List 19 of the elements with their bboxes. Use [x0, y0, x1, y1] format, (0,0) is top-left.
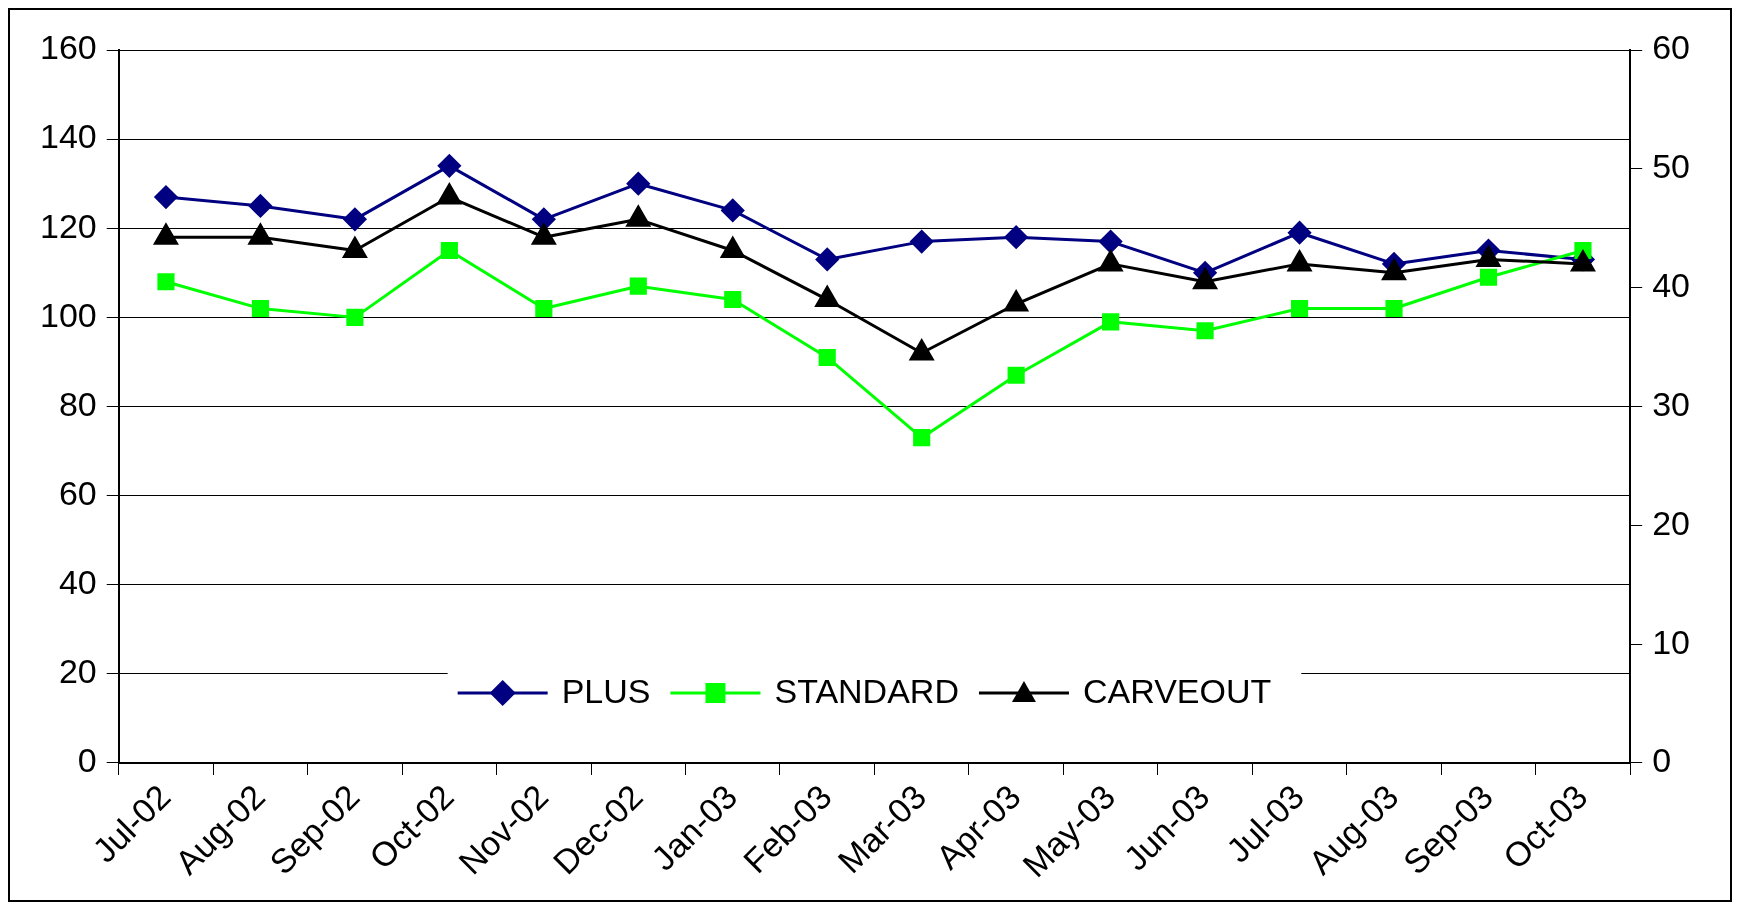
y2-tick-label: 40 — [1652, 266, 1691, 305]
y-tick-label: 100 — [39, 295, 97, 334]
y-tick-label: 120 — [39, 206, 97, 245]
y2-tick-label: 60 — [1652, 28, 1691, 67]
y2-tick-label: 30 — [1652, 384, 1691, 423]
y2-tick-label: 50 — [1652, 147, 1691, 186]
y-tick-label: 160 — [39, 28, 97, 67]
legend-label: CARVEOUT — [1082, 672, 1272, 711]
legend-label: PLUS — [561, 672, 651, 711]
y-tick-label: 80 — [58, 384, 97, 423]
y-tick-label: 40 — [58, 563, 97, 602]
y-tick-label: 0 — [77, 741, 97, 780]
legend-label: STANDARD — [774, 672, 959, 711]
y2-tick-label: 0 — [1652, 741, 1672, 780]
y-tick-label: 60 — [58, 473, 97, 512]
y-tick-label: 140 — [39, 117, 97, 156]
y-tick-label: 20 — [58, 652, 97, 691]
y2-tick-label: 20 — [1652, 503, 1691, 542]
y2-tick-label: 10 — [1652, 622, 1691, 661]
